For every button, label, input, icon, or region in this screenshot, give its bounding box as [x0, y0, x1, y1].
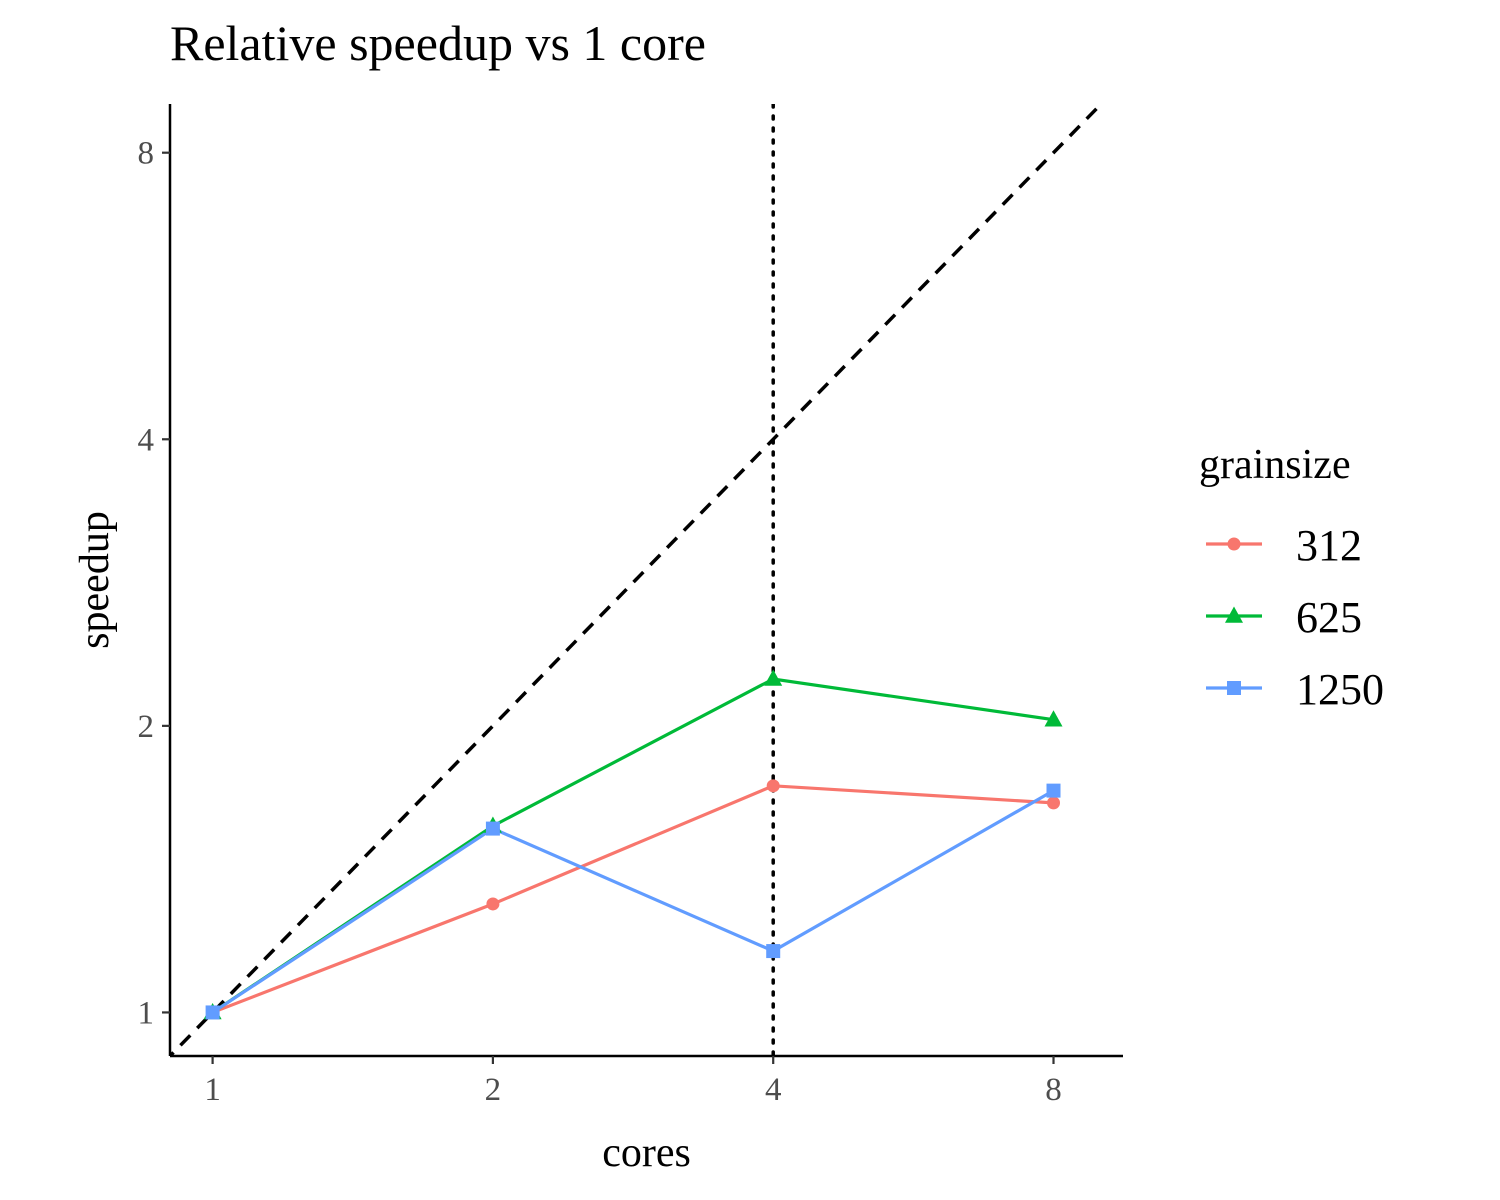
series-line-1250 — [211, 789, 1055, 1014]
x-tick-label: 1 — [204, 1072, 221, 1108]
y-tick-label: 2 — [138, 709, 155, 745]
x-tick-label: 8 — [1045, 1072, 1062, 1108]
data-point-312-4 — [766, 779, 780, 793]
legend-key-marker — [1227, 681, 1241, 695]
y-tick-label: 4 — [138, 422, 155, 458]
x-tick-label: 4 — [765, 1072, 782, 1108]
legend-label: 312 — [1296, 521, 1362, 570]
series-line-312 — [212, 784, 1054, 1014]
legend-label: 1250 — [1296, 665, 1384, 714]
x-tick-label: 2 — [485, 1072, 502, 1108]
legend-item-1250: 1250 — [1206, 665, 1384, 714]
y-tick-label: 8 — [138, 136, 155, 172]
legend-item-625: 625 — [1206, 593, 1362, 642]
y-tick-label: 1 — [138, 995, 155, 1031]
legend-key-marker — [1227, 537, 1241, 551]
data-point-1250-2 — [485, 821, 500, 836]
data-point-1250-1 — [205, 1005, 220, 1020]
data-point-1250-4 — [766, 944, 781, 959]
data-point-312-2 — [486, 897, 500, 911]
legend-item-312: 312 — [1206, 521, 1362, 570]
data-point-625-4 — [764, 669, 783, 686]
chart-title: Relative speedup vs 1 core — [170, 15, 706, 71]
y-axis-title: speedup — [72, 511, 118, 649]
legend-key-marker — [1225, 606, 1243, 623]
data-point-625-8 — [1044, 710, 1063, 727]
x-axis-title: cores — [602, 1130, 691, 1176]
legend-label: 625 — [1296, 593, 1362, 642]
data-point-1250-8 — [1046, 783, 1061, 798]
data-point-312-8 — [1047, 796, 1061, 810]
legend-title: grainsize — [1199, 442, 1351, 488]
ideal-speedup-diagonal-line — [170, 104, 1104, 1056]
